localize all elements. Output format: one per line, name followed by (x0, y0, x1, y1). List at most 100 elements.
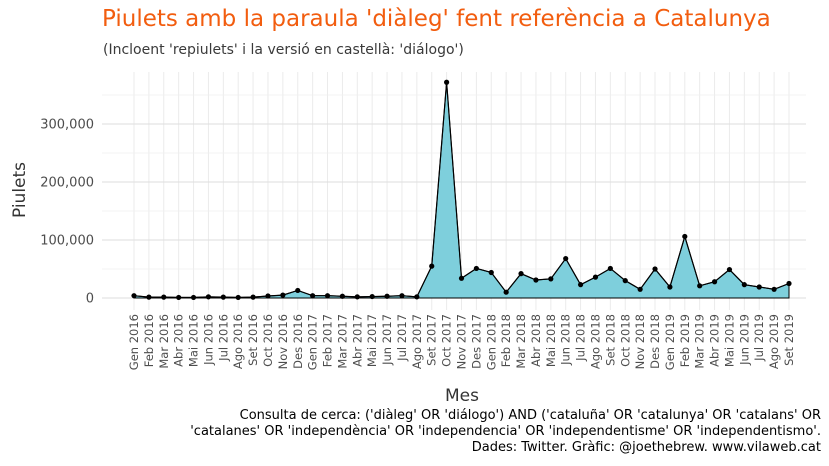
data-point (190, 294, 197, 301)
x-tick-label: Mar 2018 (514, 314, 528, 369)
x-tick-label: Jul 2019 (752, 314, 766, 362)
x-tick-label: Gen 2018 (484, 314, 498, 370)
data-point (697, 283, 703, 289)
data-point (414, 294, 420, 300)
data-point (726, 266, 733, 273)
x-tick-label: Mai 2019 (722, 314, 736, 367)
data-points (131, 79, 792, 301)
caption-line-1: Consulta de cerca: ('diàleg' OR 'diálogo… (239, 408, 821, 423)
x-tick-label: Des 2016 (291, 314, 305, 369)
x-tick-label: Nov 2018 (633, 314, 647, 369)
x-tick-label: Feb 2017 (321, 314, 335, 367)
x-tick-label: Jun 2018 (559, 314, 573, 366)
x-tick-label: Des 2017 (469, 314, 483, 369)
x-tick-label: Mai 2018 (544, 314, 558, 367)
data-point (161, 294, 167, 300)
x-tick-label: Set 2016 (246, 314, 260, 366)
x-tick-label: Ago 2019 (767, 314, 781, 369)
y-tick-label: 300,000 (40, 118, 94, 133)
data-point (146, 294, 152, 300)
data-point (533, 277, 539, 283)
data-point (637, 286, 643, 292)
y-tick-label: 0 (86, 292, 94, 307)
x-tick-label: Set 2019 (782, 314, 796, 366)
data-point (384, 293, 390, 299)
data-point (220, 294, 226, 300)
data-point (652, 266, 658, 272)
y-tick-label: 200,000 (40, 176, 94, 191)
x-tick-label: Ago 2018 (588, 314, 602, 369)
x-tick-label: Des 2018 (648, 314, 662, 369)
data-point (176, 294, 182, 301)
caption-line-2: 'catalanes' OR 'independència' OR 'indep… (190, 424, 821, 439)
data-point (548, 276, 554, 282)
x-tick-label: Oct 2016 (261, 314, 275, 367)
data-point (265, 293, 271, 299)
data-point (250, 294, 256, 300)
data-point (458, 275, 465, 281)
x-tick-label: Abr 2019 (708, 314, 722, 367)
x-tick-label: Gen 2019 (663, 314, 677, 370)
data-point (295, 287, 301, 294)
data-point (622, 278, 628, 284)
data-point (682, 233, 688, 240)
x-tick-label: Mar 2019 (693, 314, 707, 369)
data-point (310, 293, 316, 299)
data-point (235, 294, 241, 301)
data-point (667, 284, 673, 290)
x-tick-label: Abr 2016 (172, 314, 186, 367)
data-point (429, 263, 435, 269)
x-tick-label: Jul 2018 (574, 314, 588, 362)
data-point (280, 292, 286, 298)
data-point (518, 271, 524, 277)
x-tick-label: Gen 2016 (127, 314, 141, 370)
x-tick-label: Nov 2017 (455, 314, 469, 369)
x-tick-label: Oct 2018 (618, 314, 632, 367)
data-point (607, 265, 613, 272)
data-point (369, 293, 375, 300)
data-point (473, 265, 479, 272)
data-point (786, 280, 792, 287)
data-point (324, 293, 331, 299)
data-point (339, 293, 346, 299)
x-axis-label: Mes (445, 386, 479, 406)
data-point (577, 282, 584, 288)
data-point (205, 294, 212, 300)
data-point (444, 79, 450, 85)
x-tick-label: Abr 2018 (529, 314, 543, 367)
y-axis-ticks: 0 100,000 200,000 300,000 (40, 118, 94, 307)
x-tick-label: Mai 2016 (187, 314, 201, 367)
data-point (771, 286, 777, 292)
x-axis-ticks: Gen 2016 Feb 2016 Mar 2016 Abr 2016 Mai 2016… (127, 314, 796, 370)
data-point (131, 293, 137, 299)
data-point (399, 293, 405, 299)
data-point (592, 274, 599, 280)
x-tick-label: Gen 2017 (306, 314, 320, 370)
chart-caption: Consulta de cerca: ('diàleg' OR 'diálogo… (190, 408, 821, 456)
data-point (503, 289, 509, 295)
x-tick-label: Mar 2016 (157, 314, 171, 369)
data-point (756, 284, 762, 290)
x-tick-label: Jun 2017 (380, 314, 394, 366)
x-tick-label: Set 2017 (425, 314, 439, 366)
data-point (563, 255, 569, 262)
x-tick-label: Mai 2017 (365, 314, 379, 367)
chart-subtitle: (Incloent 'repiulets' i la versió en cas… (103, 42, 464, 58)
x-tick-label: Ago 2017 (410, 314, 424, 369)
x-tick-label: Jul 2017 (395, 314, 409, 362)
x-tick-label: Ago 2016 (231, 314, 245, 369)
x-tick-label: Set 2018 (603, 314, 617, 366)
x-tick-label: Feb 2019 (678, 314, 692, 367)
y-axis-label: Piulets (10, 162, 30, 218)
x-tick-label: Jun 2016 (201, 314, 215, 366)
x-tick-label: Feb 2018 (499, 314, 513, 367)
x-tick-label: Jun 2019 (737, 314, 751, 366)
x-tick-label: Jul 2016 (216, 314, 230, 362)
data-point (711, 279, 718, 285)
y-tick-label: 100,000 (40, 234, 94, 249)
chart-title: Piulets amb la paraula 'diàleg' fent ref… (102, 6, 771, 32)
x-tick-label: Mar 2017 (335, 314, 349, 369)
x-tick-label: Abr 2017 (350, 314, 364, 367)
data-point (488, 269, 494, 276)
